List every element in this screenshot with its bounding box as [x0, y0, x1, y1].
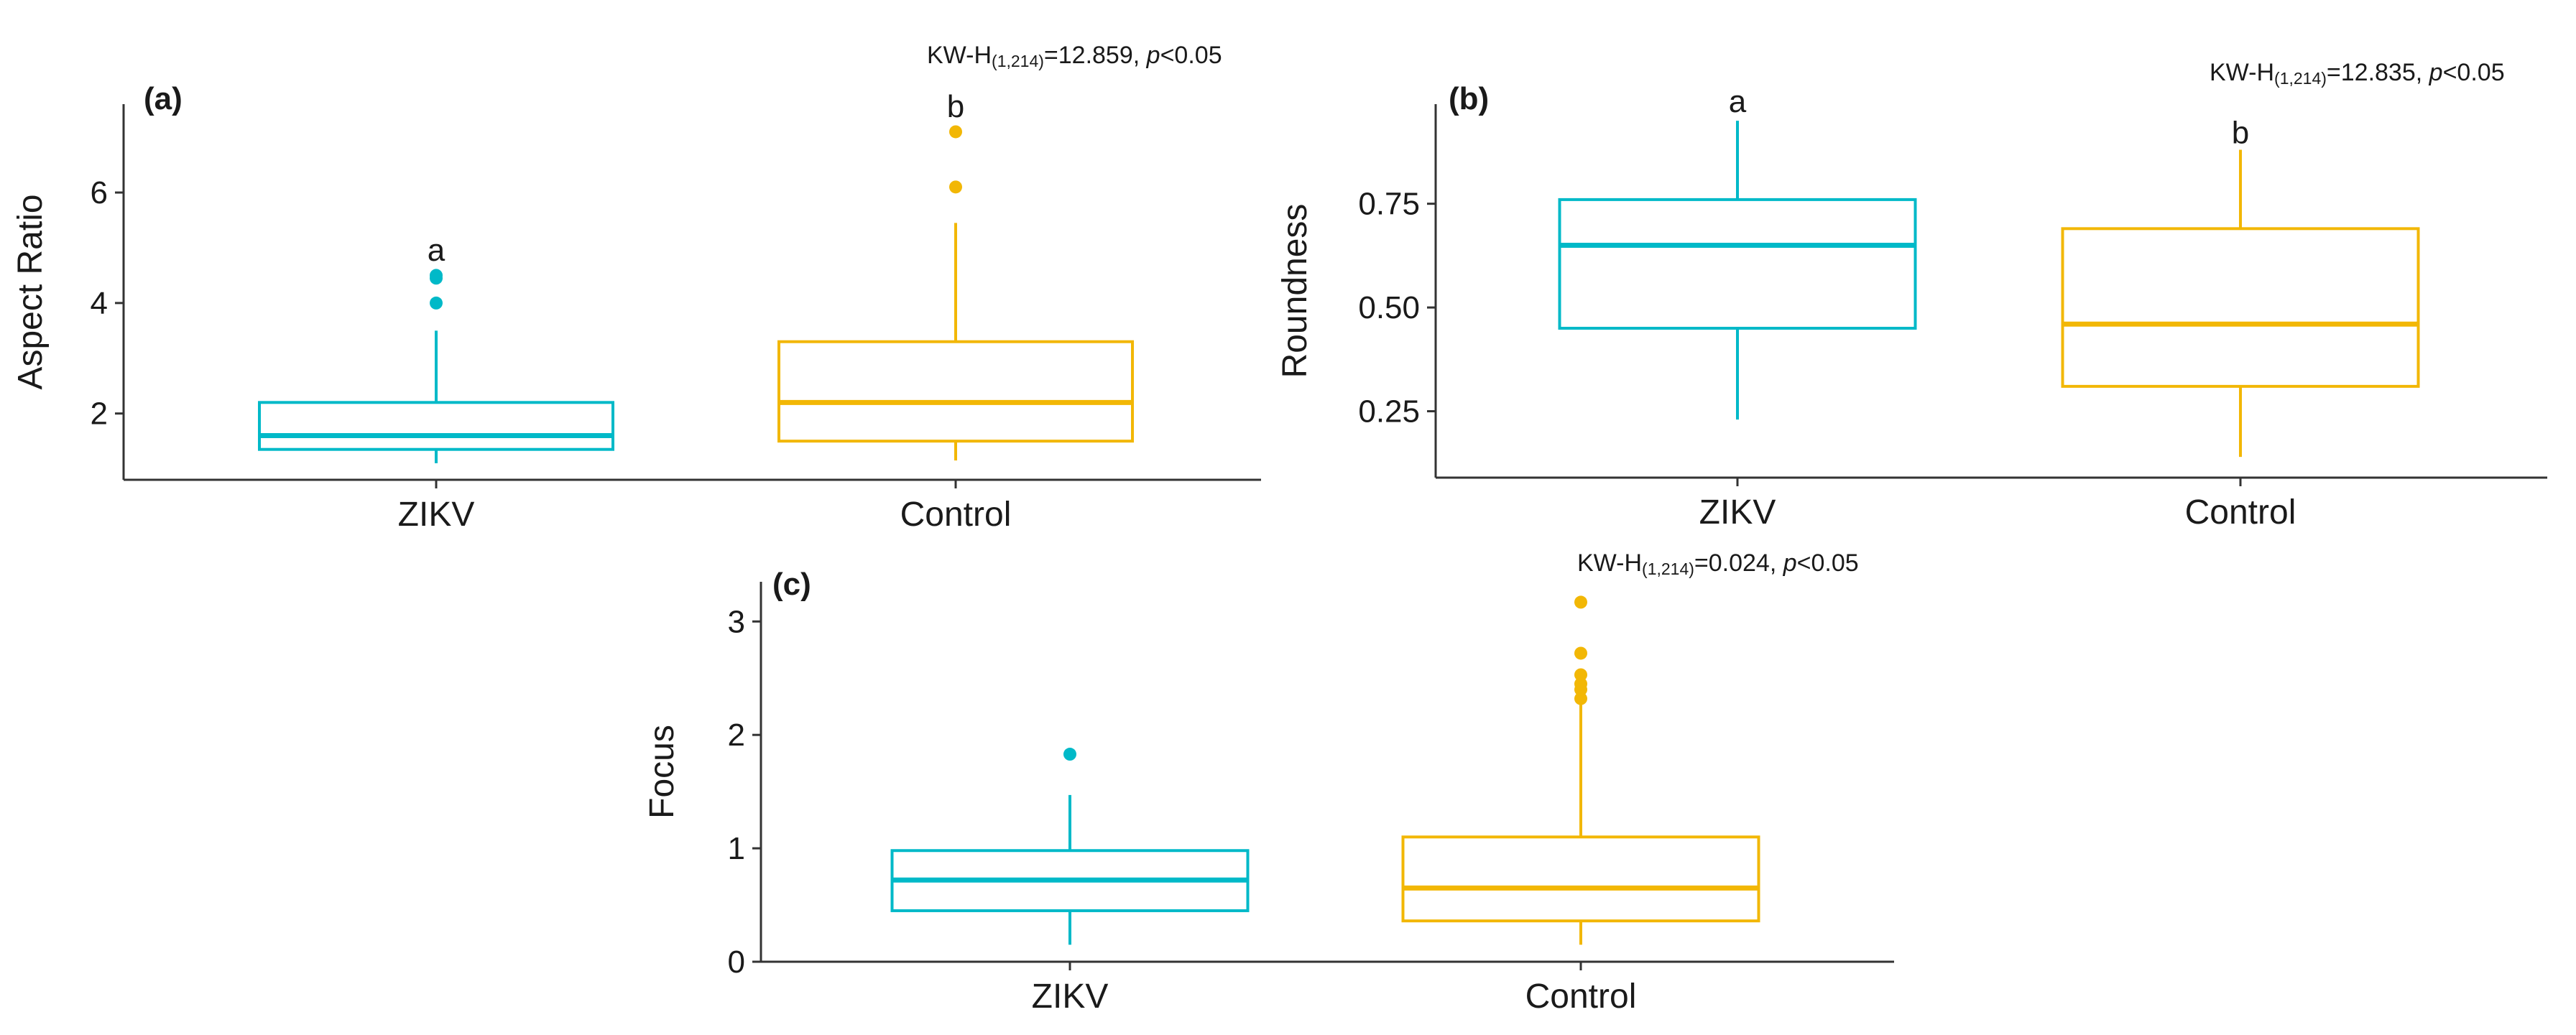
stat-p-italic: p [1783, 549, 1797, 577]
y-axis-title: Aspect Ratio [11, 194, 50, 389]
box-control [1401, 595, 1760, 945]
outlier-point [1574, 668, 1587, 682]
stat-annotation: KW-H(1,214)=12.859, p<0.05 [927, 42, 1222, 70]
stat-p-rest: <0.05 [2443, 59, 2505, 86]
y-tick-label: 4 [91, 286, 108, 321]
outlier-point [1574, 677, 1587, 691]
stat-subscript: (1,214) [992, 52, 1044, 70]
y-tick-label: 2 [728, 718, 745, 753]
y-tick-label: 3 [728, 604, 745, 639]
stat-p-italic: p [1146, 42, 1160, 69]
box-zikv: a [1558, 84, 1917, 420]
significance-letter: a [1729, 84, 1747, 119]
stat-prefix: KW-H [1577, 549, 1642, 577]
iqr-box [1401, 835, 1760, 923]
box-control: b [2061, 115, 2420, 458]
y-tick-label: 1 [728, 831, 745, 866]
stat-annotation: KW-H(1,214)=0.024, p<0.05 [1577, 549, 1859, 578]
chart-panel-a: 2 4 6 ZIKV Control Aspect Ratio (a) KW-H(1,214)… [11, 42, 1261, 534]
stat-prefix: KW-H [927, 42, 992, 69]
y-tick-label: 0.75 [1358, 187, 1420, 222]
outlier-point [430, 296, 443, 310]
significance-letter: b [2232, 115, 2249, 150]
panel-label: (b) [1449, 81, 1489, 116]
outlier-point [1574, 692, 1587, 705]
y-tick-label: 0 [728, 945, 745, 980]
outlier-point [430, 269, 443, 282]
outlier-point [949, 180, 962, 194]
stat-prefix: KW-H [2210, 59, 2274, 86]
y-tick-label: 6 [91, 175, 108, 210]
outlier-point [1574, 646, 1587, 660]
y-axis-title: Focus [643, 725, 681, 819]
outlier-point [1063, 748, 1076, 761]
iqr-box [1558, 198, 1917, 330]
x-tick-label: ZIKV [398, 496, 475, 534]
chart-panel-b: 0.25 0.50 0.75 ZIKV Control Roundness (b) KW-H(… [1276, 59, 2547, 532]
stat-subscript: (1,214) [1642, 560, 1694, 578]
significance-letter: a [428, 233, 446, 268]
iqr-box [258, 401, 614, 451]
stat-p-rest: <0.05 [1160, 42, 1222, 69]
stat-p-italic: p [2429, 59, 2443, 86]
y-tick-label: 0.25 [1358, 394, 1420, 430]
stat-value: =12.859, [1044, 42, 1147, 69]
y-axis-title: Roundness [1276, 204, 1314, 379]
x-tick-label: ZIKV [1699, 493, 1776, 532]
iqr-box [777, 340, 1134, 443]
box-zikv: a [258, 233, 614, 463]
outlier-point [1574, 595, 1587, 609]
y-tick-label: 2 [91, 396, 108, 432]
significance-letter: b [947, 89, 964, 124]
iqr-box [2061, 227, 2420, 388]
box-zikv [890, 748, 1250, 945]
box-control: b [777, 89, 1134, 461]
x-tick-label: Control [1525, 978, 1637, 1016]
stat-annotation: KW-H(1,214)=12.835, p<0.05 [2210, 59, 2505, 88]
stat-p-rest: <0.05 [1797, 549, 1859, 577]
chart-panel-c: 0 1 2 3 ZIKV Control Focus (c) KW-H(1,214)=0.024… [643, 549, 1894, 1016]
x-tick-label: ZIKV [1032, 978, 1109, 1016]
x-tick-label: Control [900, 496, 1012, 534]
stat-value: =12.835, [2327, 59, 2429, 86]
outlier-point [949, 125, 962, 139]
stat-value: =0.024, [1694, 549, 1783, 577]
panel-label: (a) [144, 81, 183, 116]
y-tick-label: 0.50 [1358, 290, 1420, 325]
panel-label: (c) [772, 567, 811, 602]
x-tick-label: Control [2185, 493, 2296, 532]
stat-subscript: (1,214) [2274, 69, 2327, 88]
